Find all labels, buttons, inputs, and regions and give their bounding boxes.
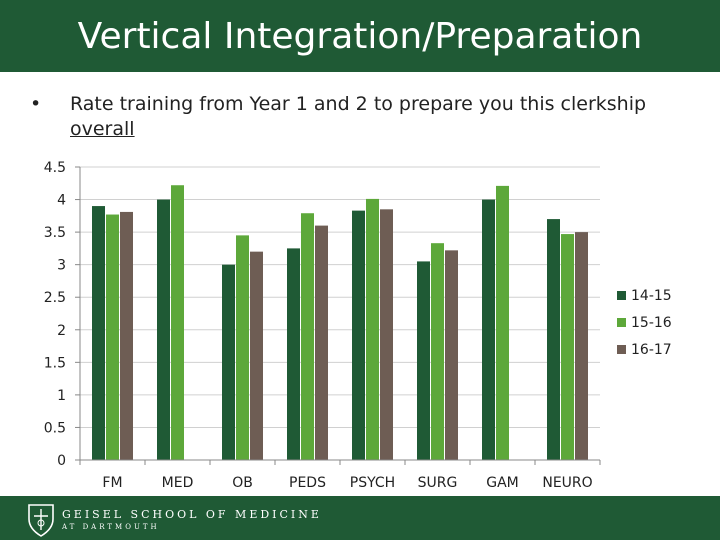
bar-14-15-GAM [482, 199, 495, 461]
bar-16-17-SURG [445, 250, 458, 460]
y-tick-label: 2.5 [44, 290, 66, 306]
bar-15-16-GAM [496, 185, 509, 461]
legend-label: 15-16 [631, 315, 672, 331]
bullet-point: • Rate training from Year 1 and 2 to pre… [30, 92, 690, 142]
x-tick-label: GAM [486, 475, 519, 491]
bar-15-16-FM [106, 214, 119, 460]
y-tick-label: 0 [57, 453, 66, 469]
x-tick-label: SURG [418, 475, 458, 491]
footer-school-subtitle: AT DARTMOUTH [62, 523, 160, 531]
y-tick-label: 1 [57, 388, 66, 404]
x-tick-label: MED [162, 475, 194, 491]
y-tick-label: 0.5 [44, 420, 66, 436]
bar-14-15-NEURO [547, 219, 560, 460]
x-tick-label: PEDS [289, 475, 326, 491]
bar-16-17-PSYCH [380, 209, 393, 460]
y-tick-label: 3.5 [44, 225, 66, 241]
footer-school-name: GEISEL SCHOOL OF MEDICINE [62, 508, 322, 521]
bar-16-17-PEDS [315, 225, 328, 460]
x-tick-label: NEURO [542, 475, 592, 491]
y-tick-label: 4.5 [44, 160, 66, 176]
legend-swatch-16-17 [617, 345, 626, 354]
bar-15-16-MED [171, 185, 184, 460]
y-tick-label: 4 [57, 193, 66, 209]
legend: 14-15 15-16 16-17 [617, 288, 672, 358]
bar-15-16-PEDS [301, 213, 314, 460]
x-axis-ticks: FM MED OB PEDS PSYCH SURG GAM NEURO [79, 460, 601, 491]
slide-title: Vertical Integration/Preparation [77, 15, 643, 57]
bar-16-17-FM [120, 211, 133, 460]
bar-14-15-SURG [417, 261, 430, 460]
bar-14-15-OB [222, 264, 235, 460]
y-tick-label: 3 [57, 258, 66, 274]
bar-chart: 4.5 4 3.5 3 2.5 2 1.5 1 0.5 0 FM MED OB PEDS PSYCH SUR… [44, 160, 672, 491]
bar-15-16-NEURO [561, 234, 574, 460]
legend-swatch-14-15 [617, 291, 626, 300]
legend-swatch-15-16 [617, 318, 626, 327]
y-tick-label: 2 [57, 323, 66, 339]
bar-14-15-MED [157, 199, 170, 461]
bars [92, 185, 588, 461]
bar-14-15-PEDS [287, 248, 300, 460]
shield-icon [28, 504, 54, 537]
x-tick-label: PSYCH [350, 475, 395, 491]
y-tick-label: 1.5 [44, 355, 66, 371]
bullet-text: Rate training from Year 1 and 2 to prepa… [30, 92, 690, 142]
bar-14-15-FM [92, 206, 105, 460]
bar-15-16-PSYCH [366, 198, 379, 460]
bar-16-17-NEURO [575, 232, 588, 460]
bullet-text-underlined: overall [70, 118, 135, 140]
legend-label: 14-15 [631, 288, 672, 304]
bar-15-16-SURG [431, 243, 444, 460]
bullet-text-main: Rate training from Year 1 and 2 to prepa… [70, 93, 647, 115]
bar-14-15-PSYCH [352, 210, 365, 460]
bullet-symbol: • [30, 93, 42, 115]
title-bar: Vertical Integration/Preparation [0, 0, 720, 72]
x-tick-label: FM [102, 475, 122, 491]
legend-label: 16-17 [631, 342, 672, 358]
y-axis-ticks: 4.5 4 3.5 3 2.5 2 1.5 1 0.5 0 [44, 160, 80, 469]
bar-16-17-OB [250, 251, 263, 460]
bar-15-16-OB [236, 235, 249, 460]
footer-bar [0, 496, 720, 540]
x-tick-label: OB [232, 475, 253, 491]
